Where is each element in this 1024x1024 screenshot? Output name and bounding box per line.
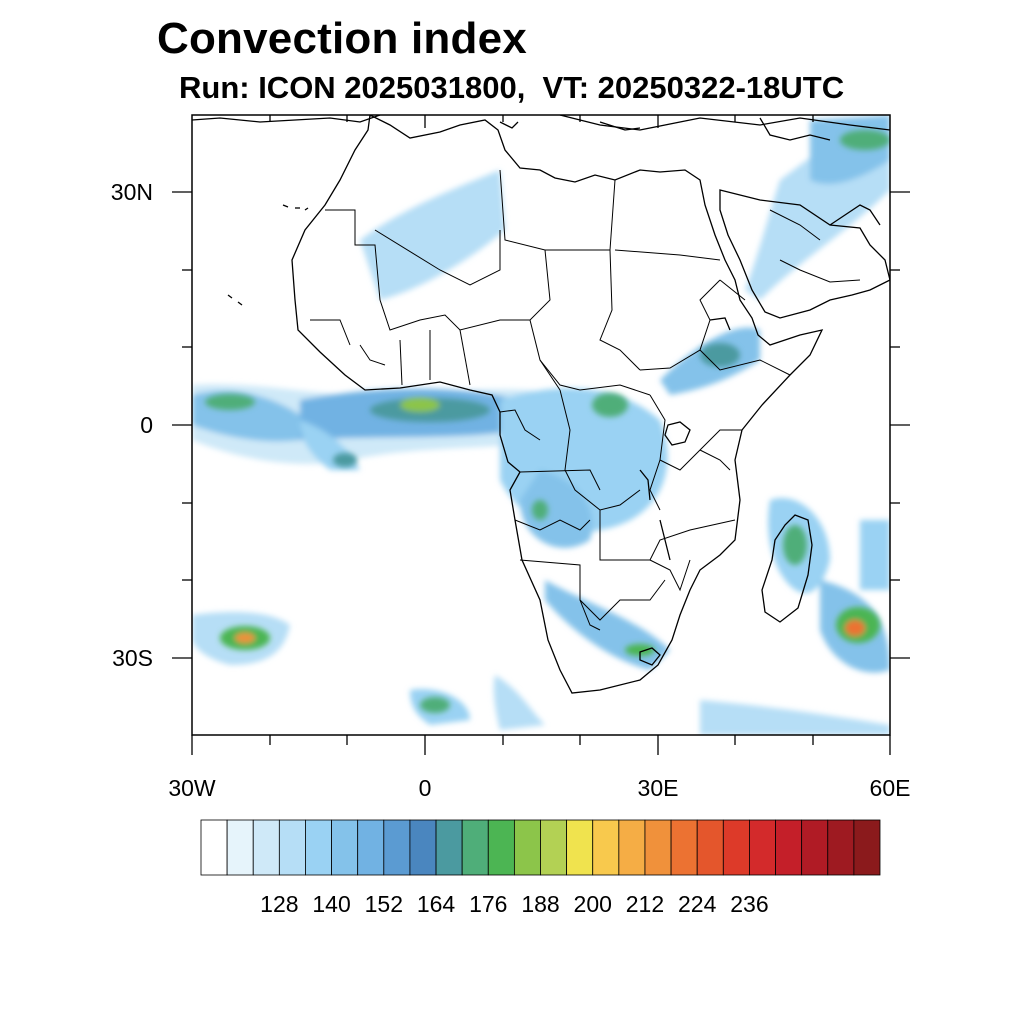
colorbar-label: 236 — [730, 891, 768, 917]
lat-label-0: 0 — [140, 412, 153, 438]
coastlines — [192, 115, 890, 694]
colorbar-label: 152 — [365, 891, 403, 917]
lon-label-60e: 60E — [870, 775, 911, 801]
colorbar-label: 200 — [574, 891, 612, 917]
colorbar-swatch — [200, 819, 228, 876]
lat-label-30n: 30N — [111, 179, 153, 205]
colorbar-swatch — [461, 819, 489, 876]
colorbar-label: 140 — [312, 891, 350, 917]
colorbar-swatch — [801, 819, 829, 876]
colorbar-label: 176 — [469, 891, 507, 917]
colorbar-label: 224 — [678, 891, 717, 917]
colorbar-swatch — [435, 819, 463, 876]
lon-label-0: 0 — [419, 775, 432, 801]
colorbar-label: 164 — [417, 891, 456, 917]
lat-label-30s: 30S — [112, 645, 153, 671]
colorbar-swatch — [749, 819, 776, 876]
country-borders — [310, 169, 861, 631]
colorbar-swatch — [827, 819, 855, 876]
axis-ticks — [172, 115, 910, 755]
colorbar-swatch — [644, 819, 672, 876]
colorbar-label: 188 — [521, 891, 559, 917]
colorbar-swatch — [566, 819, 594, 876]
lon-label-30e: 30E — [638, 775, 679, 801]
colorbar-swatch — [853, 819, 881, 876]
colorbar-swatch — [618, 819, 646, 876]
colorbar-swatch — [722, 819, 750, 876]
map-title: Convection index — [157, 14, 527, 63]
colorbar-swatch — [252, 819, 280, 876]
colorbar-swatch — [696, 819, 724, 876]
colorbar — [200, 819, 881, 876]
colorbar-swatch — [331, 819, 359, 876]
colorbar-swatch — [278, 819, 306, 876]
colorbar-swatch — [357, 819, 385, 876]
colorbar-swatch — [775, 819, 803, 876]
colorbar-label: 212 — [626, 891, 664, 917]
colorbar-swatch — [487, 819, 515, 876]
lon-label-30w: 30W — [168, 775, 216, 801]
colorbar-swatch — [226, 819, 254, 876]
colorbar-swatch — [540, 819, 568, 876]
colorbar-swatch — [305, 819, 332, 876]
map-subtitle: Run: ICON 2025031800, VT: 20250322-18UTC — [179, 70, 845, 105]
colorbar-swatch — [513, 819, 541, 876]
colorbar-swatch — [670, 819, 698, 876]
colorbar-swatch — [409, 819, 437, 876]
convection-field — [192, 115, 890, 735]
colorbar-swatch — [592, 819, 620, 876]
colorbar-swatch — [383, 819, 411, 876]
colorbar-label: 128 — [260, 891, 298, 917]
colorbar-labels: 128 140 152 164 176 188 200 212 224 236 — [260, 891, 768, 917]
